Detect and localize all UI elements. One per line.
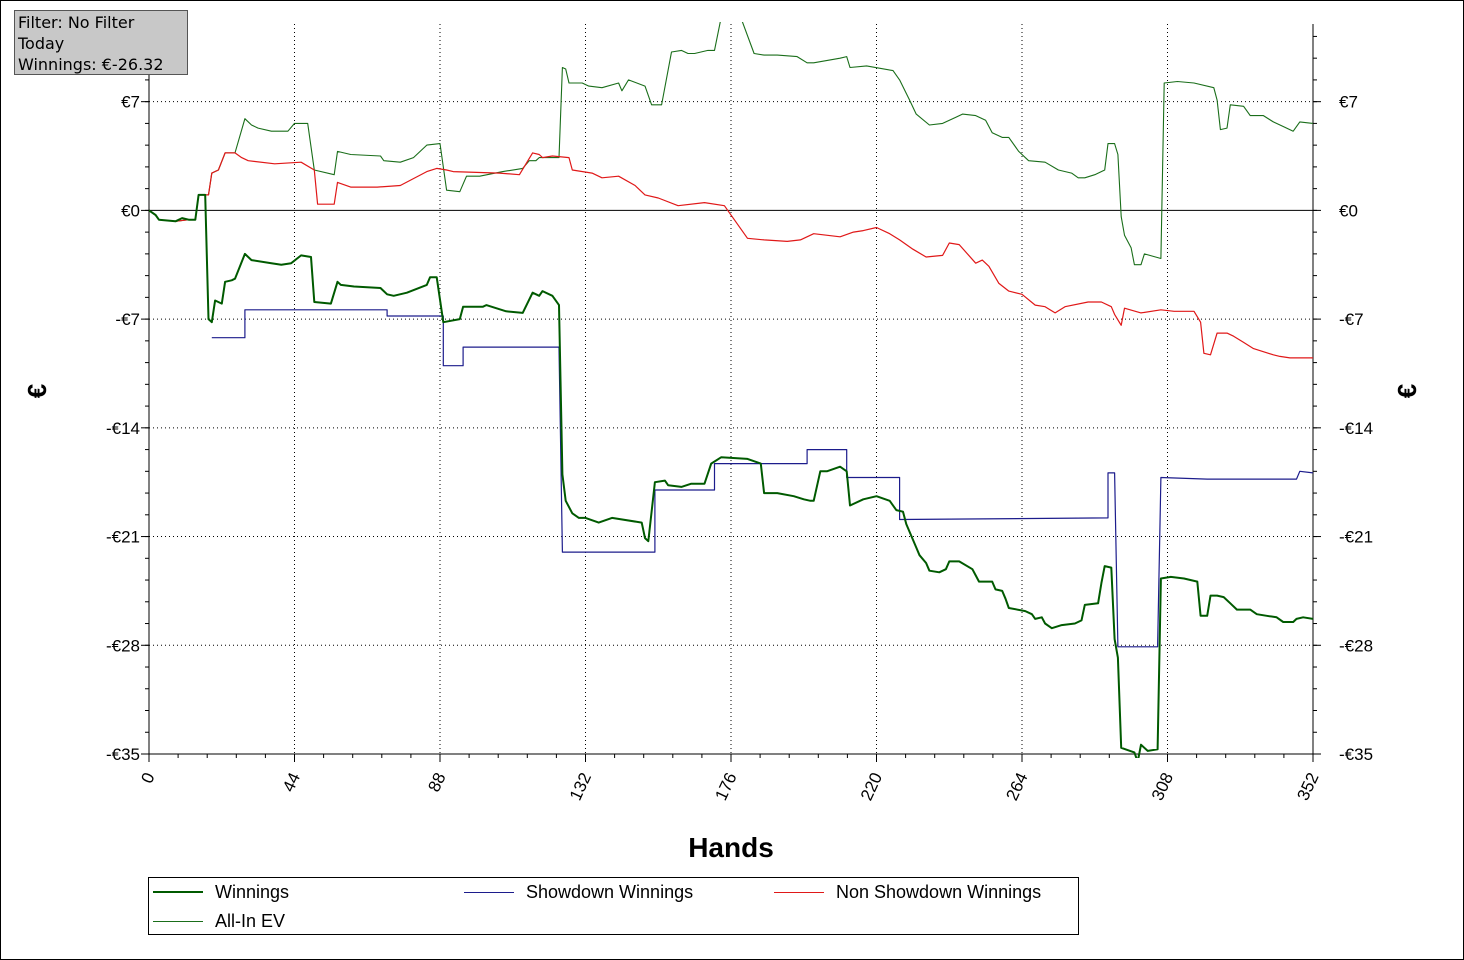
- legend-swatch-non-showdown: [774, 891, 824, 893]
- y-axis-labels-left: €7 €0 -€7 -€14 -€21 -€28 -€35: [106, 93, 140, 764]
- x-tick-label: 264: [1002, 770, 1031, 804]
- y-tick-label-left: €0: [121, 201, 140, 220]
- legend-label-allin-ev: All-In EV: [215, 910, 286, 931]
- filter-info-box: Filter: No Filter Today Winnings: €-26.3…: [14, 10, 188, 75]
- y-tick-label-left: -€21: [106, 528, 140, 547]
- legend-swatch-allin-ev: [153, 920, 203, 922]
- tick-marks: [141, 35, 1321, 762]
- legend-label-showdown: Showdown Winnings: [526, 881, 694, 902]
- x-tick-label: 88: [424, 770, 449, 795]
- y-tick-label-left: -€14: [106, 419, 140, 438]
- x-tick-label: 220: [857, 770, 886, 804]
- y-tick-label-left: -€28: [106, 636, 140, 655]
- legend-item-allin-ev: All-In EV: [153, 909, 285, 933]
- x-axis-title: Hands: [688, 832, 774, 863]
- y-tick-label-right: -€7: [1339, 310, 1364, 329]
- x-axis-labels: 0 44 88 132 176 220 264 308 352: [137, 770, 1322, 804]
- y-tick-label-right: -€28: [1339, 636, 1373, 655]
- period-label: Today: [18, 34, 65, 53]
- winnings-total: Winnings: €-26.32: [18, 55, 164, 74]
- y-tick-label-right: -€35: [1339, 745, 1373, 764]
- legend-swatch-showdown: [464, 891, 514, 893]
- y-axis-title-right: €: [1392, 384, 1422, 398]
- y-axis-labels-right: €7 €0 -€7 -€14 -€21 -€28 -€35: [1339, 93, 1373, 764]
- y-tick-label-right: -€14: [1339, 419, 1373, 438]
- legend-swatch-winnings: [153, 891, 203, 893]
- y-axis-title-left: €: [22, 384, 52, 398]
- legend-item-non-showdown: Non Showdown Winnings: [774, 880, 1041, 904]
- y-tick-label-left: -€35: [106, 745, 140, 764]
- series-allin-ev: [149, 22, 1313, 266]
- x-tick-label: 0: [137, 770, 158, 787]
- legend-item-winnings: Winnings: [153, 880, 289, 904]
- legend-label-winnings: Winnings: [215, 881, 290, 902]
- legend-label-non-showdown: Non Showdown Winnings: [836, 881, 1042, 902]
- series-lines: [149, 22, 1313, 758]
- series-non-showdown-winnings: [149, 152, 1313, 359]
- x-tick-label: 308: [1148, 770, 1177, 804]
- legend: Winnings Showdown Winnings Non Showdown …: [148, 877, 1079, 935]
- series-winnings: [149, 193, 1313, 758]
- x-tick-label: 44: [279, 770, 304, 795]
- y-tick-label-right: -€21: [1339, 528, 1373, 547]
- y-tick-label-right: €7: [1339, 93, 1358, 112]
- y-tick-label-left: €7: [121, 93, 140, 112]
- x-tick-label: 176: [711, 770, 740, 804]
- y-tick-label-right: €0: [1339, 201, 1358, 220]
- x-tick-label: 132: [566, 770, 595, 804]
- legend-item-showdown: Showdown Winnings: [464, 880, 693, 904]
- y-tick-label-left: -€7: [115, 310, 140, 329]
- filter-label: Filter: No Filter: [18, 13, 135, 32]
- grid-lines: [149, 24, 1313, 754]
- x-tick-label: 352: [1293, 770, 1322, 804]
